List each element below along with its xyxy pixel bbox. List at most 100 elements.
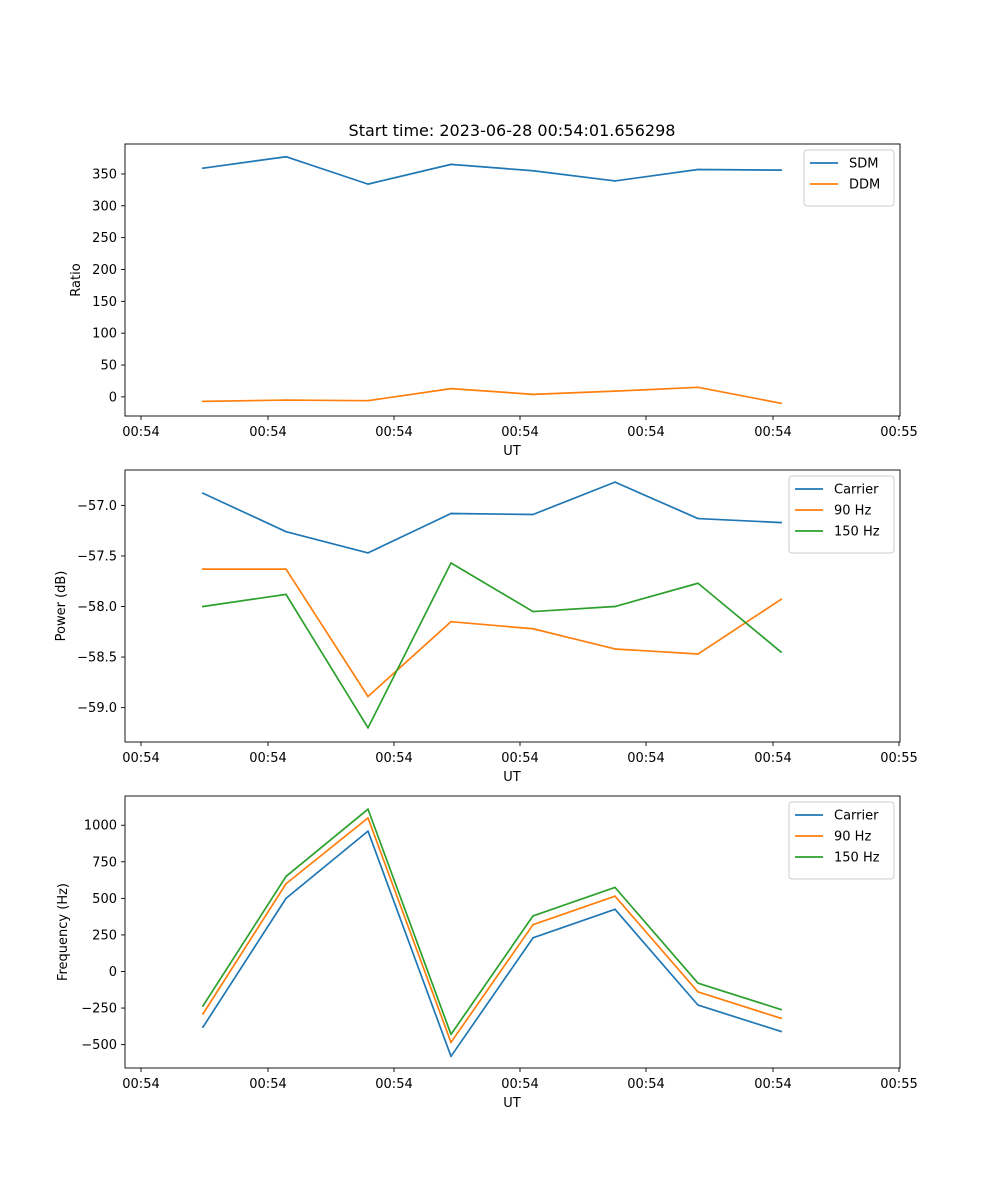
series-line-ddm [202,386,782,405]
series-line-carrier [201,830,783,1058]
data-point [780,598,782,601]
series-line-150-hz [201,808,783,1036]
y-tick-label: 0 [109,965,117,980]
data-point [532,936,534,939]
data-point [532,923,534,926]
data-point [532,915,534,917]
x-tick-label: 00:54 [249,751,286,766]
data-point [697,168,699,171]
x-tick-label: 00:54 [375,425,412,440]
x-tick-label: 00:54 [627,751,664,766]
data-point [532,513,534,516]
legend-box [788,801,895,880]
data-point [532,393,534,396]
x-tick-label: 00:54 [627,425,664,440]
x-tick-label: 00:54 [249,425,286,440]
x-tick-label: 00:54 [122,425,159,440]
data-point [697,982,699,985]
y-tick-label: −59.0 [77,701,117,716]
data-point [285,155,287,158]
series-line-90-hz [202,568,783,698]
legend-label: 150 Hz [834,851,880,866]
data-point [780,1030,782,1033]
legend-box [788,475,895,554]
data-point [450,1055,452,1058]
y-tick-label: −58.0 [77,600,117,615]
legend-label: Carrier [834,483,879,498]
series-line-90-hz [201,817,783,1044]
data-point [202,167,204,170]
x-tick-label: 00:54 [501,751,538,766]
figure-title: Start time: 2023-06-28 00:54:01.656298 [349,121,676,140]
x-tick-label: 00:55 [880,425,917,440]
data-point [450,387,452,390]
data-point [780,1017,782,1020]
x-tick-label: 00:54 [122,751,159,766]
data-point [780,651,782,653]
data-point [202,568,204,570]
plot-frame [124,795,901,1069]
y-tick-label: 500 [92,892,117,907]
data-point [532,627,534,630]
subplot-1: 00:54 00:54 00:54 00:54 00:54 00:54 00:55 0 50 10… [69,143,918,459]
data-point [450,562,452,564]
data-point [614,908,616,911]
data-point [780,169,782,172]
data-point [697,517,699,520]
legend: Carrier 90 Hz 150 Hz [788,475,895,554]
data-point [285,882,287,885]
y-tick-label: 1000 [84,819,117,834]
data-point [367,808,369,811]
data-point [697,386,699,389]
x-tick-label: 00:55 [880,751,917,766]
x-axis-label: UT [503,770,521,785]
y-tick-label: −500 [81,1038,117,1053]
data-point [285,875,287,878]
subplot-2: 00:54 00:54 00:54 00:54 00:54 00:54 00:55 −59.0… [54,469,918,785]
data-point [614,886,616,889]
legend-label: 90 Hz [834,830,871,845]
data-point [780,521,782,524]
x-tick-label: 00:54 [375,751,412,766]
y-tick-label: −57.0 [77,499,117,514]
data-point [202,1012,204,1015]
legend-label: Carrier [834,809,879,824]
series-line-150-hz [202,562,783,729]
legend-label: 90 Hz [834,504,871,519]
y-tick-label: 100 [92,327,117,342]
x-tick-label: 00:54 [754,1077,791,1092]
x-tick-label: 00:54 [627,1077,664,1092]
data-point [285,593,287,596]
x-axis-label: UT [503,1096,521,1111]
data-point [367,830,369,832]
data-point [202,492,204,495]
data-point [450,163,452,166]
y-tick-label: 200 [92,263,117,278]
data-point [450,620,452,623]
data-point [614,390,616,393]
legend: Carrier 90 Hz 150 Hz [788,801,895,880]
y-tick-label: 300 [92,199,117,214]
plot-frame [124,469,901,743]
data-point [780,402,782,405]
y-tick-label: 250 [92,928,117,943]
data-point [614,180,616,182]
data-point [614,481,616,484]
legend-label: 150 Hz [834,525,880,540]
x-tick-label: 00:54 [754,425,791,440]
x-tick-label: 00:54 [501,1077,538,1092]
x-axis-label: UT [503,444,521,459]
legend-label: DDM [849,178,880,193]
data-point [285,530,287,533]
data-point [367,552,369,554]
data-point [367,399,369,402]
data-point [697,991,699,993]
data-point [367,817,369,819]
data-point [614,648,616,650]
y-tick-label: −57.5 [77,549,117,564]
data-point [202,605,204,608]
y-axis-label: Power (dB) [54,571,69,642]
x-tick-label: 00:54 [375,1077,412,1092]
data-point [450,1041,452,1044]
